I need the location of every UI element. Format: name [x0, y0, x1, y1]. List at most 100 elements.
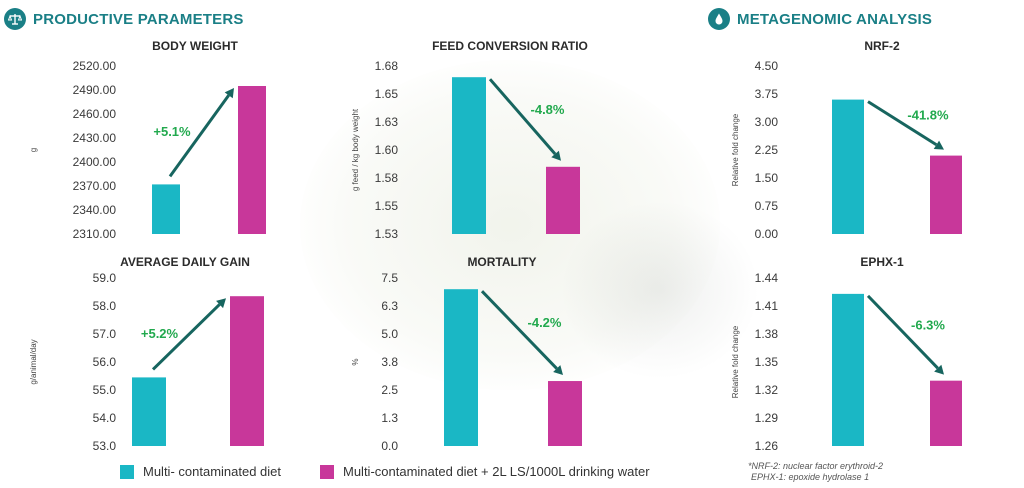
y-tick-label: 59.0 [93, 271, 117, 285]
bar [546, 166, 580, 234]
chart-svg: EPHX-1 1.26 1.29 1.32 1.35 1.38 1.41 1.44 Relati… [731, 255, 962, 453]
y-tick-label: 1.44 [755, 271, 779, 285]
y-tick-label: 2460.00 [73, 107, 117, 121]
y-axis-label: Relative fold change [731, 325, 740, 398]
y-tick-label: 2.5 [381, 383, 398, 397]
chart-svg: FEED CONVERSION RATIO 1.53 1.55 1.58 1.60 1.6… [351, 39, 588, 241]
legend-swatch [320, 464, 334, 479]
bar [832, 99, 864, 234]
y-tick-label: 2400.00 [73, 155, 117, 169]
section-header-metagenomic: METAGENOMIC ANALYSIS [708, 8, 932, 30]
y-tick-label: 58.0 [93, 299, 117, 313]
y-tick-label: 0.0 [381, 439, 398, 453]
y-tick-label: 3.75 [755, 87, 779, 101]
y-tick-label: 1.63 [375, 115, 399, 129]
change-arrow [488, 78, 557, 155]
chart-nrf-2: NRF-2 0.00 0.75 1.50 2.25 3.00 3.75 4.50 Relativ… [720, 34, 1005, 246]
bar [152, 184, 180, 234]
bar [230, 296, 264, 446]
y-tick-label: 2310.00 [73, 227, 117, 241]
chart-svg: MORTALITY 0.0 1.3 2.5 3.8 5.0 6.3 7.5% -4.2% [351, 255, 582, 453]
change-arrow-head [553, 365, 563, 376]
chart-svg: AVERAGE DAILY GAIN 53.0 54.0 55.0 56.0 57.0 58… [29, 255, 264, 453]
chart-title: BODY WEIGHT [152, 39, 238, 53]
y-tick-label: 1.26 [755, 439, 779, 453]
footnote: *NRF-2: nuclear factor erythroid-2 EPHX-… [748, 461, 883, 483]
chart-title: EPHX-1 [860, 255, 904, 269]
y-tick-label: 6.3 [381, 299, 398, 313]
section-title: METAGENOMIC ANALYSIS [737, 10, 933, 28]
y-tick-label: 1.65 [375, 87, 399, 101]
change-arrow-head [216, 298, 226, 309]
chart-title: MORTALITY [467, 255, 536, 269]
y-tick-label: 2490.00 [73, 83, 117, 97]
y-tick-label: 2430.00 [73, 131, 117, 145]
legend-item: Multi- contaminated diet [120, 464, 281, 479]
change-arrow [866, 294, 939, 370]
y-tick-label: 1.50 [755, 171, 779, 185]
change-arrow [480, 290, 558, 370]
change-label: +5.1% [153, 124, 191, 139]
y-axis-label: g [29, 148, 38, 152]
section-header-productive: PRODUCTIVE PARAMETERS [4, 8, 244, 30]
y-tick-label: 57.0 [93, 327, 117, 341]
y-axis-label: g/animal/day [29, 339, 38, 384]
chart-svg: NRF-2 0.00 0.75 1.50 2.25 3.00 3.75 4.50 Relativ… [731, 39, 962, 241]
y-tick-label: 3.8 [381, 355, 398, 369]
change-label: -4.2% [528, 315, 562, 330]
chart-mortality: MORTALITY 0.0 1.3 2.5 3.8 5.0 6.3 7.5% -4.2% [340, 250, 625, 456]
chart-title: NRF-2 [864, 39, 900, 53]
y-tick-label: 1.58 [375, 171, 399, 185]
y-tick-label: 1.60 [375, 143, 399, 157]
change-arrow-head [551, 150, 561, 161]
y-tick-label: 56.0 [93, 355, 117, 369]
y-tick-label: 0.00 [755, 227, 779, 241]
chart-title: FEED CONVERSION RATIO [432, 39, 588, 53]
bar [930, 155, 962, 234]
chart-body-weight: BODY WEIGHT 2310.00 2340.00 2370.00 2400.00 2… [20, 34, 305, 246]
y-tick-label: 1.53 [375, 227, 399, 241]
y-tick-label: 3.00 [755, 115, 779, 129]
legend-item: Multi-contaminated diet + 2L LS/1000L dr… [320, 464, 650, 479]
bar [444, 289, 478, 446]
bar [548, 381, 582, 446]
y-tick-label: 4.50 [755, 59, 779, 73]
change-label: +5.2% [141, 326, 179, 341]
y-axis-label: Relative fold change [731, 113, 740, 186]
y-tick-label: 2340.00 [73, 203, 117, 217]
y-tick-label: 1.29 [755, 411, 779, 425]
bar [238, 86, 266, 234]
change-arrow [151, 303, 221, 371]
change-label: -4.8% [531, 102, 565, 117]
y-tick-label: 1.55 [375, 199, 399, 213]
y-tick-label: 2.25 [755, 143, 779, 157]
bar [132, 377, 166, 446]
change-label: -6.3% [911, 317, 945, 332]
y-tick-label: 2370.00 [73, 179, 117, 193]
scale-icon [4, 8, 26, 30]
change-arrow-head [934, 364, 944, 375]
droplet-icon [708, 8, 730, 30]
y-tick-label: 0.75 [755, 199, 779, 213]
background-decoration [300, 60, 720, 390]
y-tick-label: 7.5 [381, 271, 398, 285]
background-decoration [560, 200, 760, 380]
chart-ephx-1: EPHX-1 1.26 1.29 1.32 1.35 1.38 1.41 1.44 Relati… [720, 250, 1005, 456]
chart-title: AVERAGE DAILY GAIN [120, 255, 250, 269]
bar [930, 380, 962, 446]
bar [832, 293, 864, 446]
legend-label: Multi- contaminated diet [143, 464, 282, 479]
chart-average-daily-gain: AVERAGE DAILY GAIN 53.0 54.0 55.0 56.0 57.0 58… [20, 250, 305, 456]
section-title: PRODUCTIVE PARAMETERS [33, 10, 244, 28]
y-tick-label: 1.68 [375, 59, 399, 73]
legend-swatch [120, 464, 134, 479]
change-label: -41.8% [907, 108, 949, 123]
change-arrow-head [933, 140, 944, 150]
y-tick-label: 1.3 [381, 411, 398, 425]
chart-feed-conversion-ratio: FEED CONVERSION RATIO 1.53 1.55 1.58 1.60 1.6… [340, 34, 625, 246]
change-arrow [867, 100, 938, 147]
bar [452, 77, 486, 234]
change-arrow [168, 94, 230, 178]
y-tick-label: 53.0 [93, 439, 117, 453]
y-tick-label: 54.0 [93, 411, 117, 425]
